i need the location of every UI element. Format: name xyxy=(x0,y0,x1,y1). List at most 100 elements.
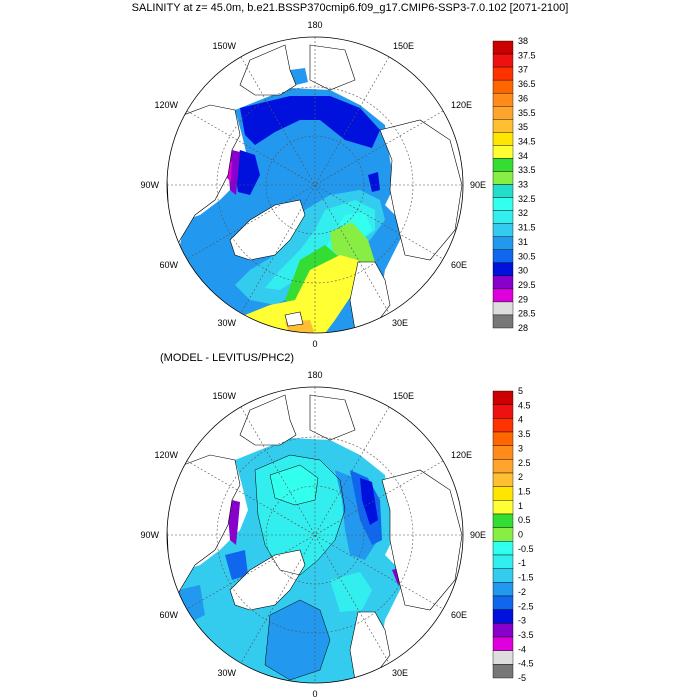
top-colorbar-swatch xyxy=(492,197,514,211)
lon-label-150e: 150E xyxy=(393,391,414,401)
top-colorbar-swatch xyxy=(492,184,514,198)
lon-label-0: 0 xyxy=(312,339,317,349)
top-colorbar-label: 33 xyxy=(518,180,528,190)
top-colorbar-swatch xyxy=(492,223,514,237)
top-colorbar-label: 30 xyxy=(518,266,528,276)
top-colorbar-swatch xyxy=(492,106,514,120)
top-colorbar-label: 33.5 xyxy=(518,165,536,175)
bottom-difference-map: 180 150E 120E 90E 60E 30E 0 30W 60W 90W … xyxy=(140,370,533,699)
bottom-ocean-minus-1-atlantic xyxy=(330,572,372,612)
bottom-colorbar-label: -4 xyxy=(518,644,526,654)
top-colorbar-label: 34.5 xyxy=(518,136,536,146)
bottom-colorbar-label: 0 xyxy=(518,530,523,540)
top-colorbar-label: 31 xyxy=(518,237,528,247)
top-colorbar-swatch xyxy=(492,171,514,185)
lon-label-90e: 90E xyxy=(470,180,486,190)
top-colorbar-label: 32.5 xyxy=(518,194,536,204)
bottom-colorbar-swatch xyxy=(492,486,514,501)
lon-label-120e: 120E xyxy=(451,450,472,460)
top-colorbar-label: 37.5 xyxy=(518,50,536,60)
bottom-graticule xyxy=(167,387,463,683)
bottom-colorbar-swatch xyxy=(492,636,514,651)
bottom-ocean-minus-3-5 xyxy=(228,500,240,545)
top-colorbar-swatch xyxy=(492,53,514,68)
top-colorbar-label: 34 xyxy=(518,151,528,161)
top-colorbar-swatch xyxy=(492,301,514,316)
top-ocean-30 xyxy=(228,150,240,195)
bottom-ocean-minus-3 xyxy=(360,478,378,525)
top-ocean-30-5-east xyxy=(368,172,380,192)
bottom-colorbar-swatch xyxy=(492,431,514,446)
lon-label-150e: 150E xyxy=(393,41,414,51)
bottom-colorbar-swatch xyxy=(492,541,514,556)
bottom-longitude-labels: 180 150E 120E 90E 60E 30E 0 30W 60W 90W … xyxy=(140,370,486,699)
lon-label-30e: 30E xyxy=(392,668,408,678)
top-colorbar-label: 35 xyxy=(518,122,528,132)
top-colorbar-label: 28.5 xyxy=(518,309,536,319)
bottom-ocean-minus-0-5 xyxy=(270,465,318,505)
bottom-colorbar-label: 1.5 xyxy=(518,486,531,496)
bottom-colorbar-swatch xyxy=(492,623,514,638)
bottom-colorbar: 5 4.5 4 3.5 3 2.5 2 1.5 1 0.5 0 -0.5 -1 -1.5 -2 -2.5 -3 -… xyxy=(492,386,534,683)
top-graticule xyxy=(167,37,463,333)
lon-label-150w: 150W xyxy=(212,391,236,401)
lon-label-90e: 90E xyxy=(470,530,486,540)
lon-label-30w: 30W xyxy=(217,318,236,328)
top-colorbar-swatch xyxy=(492,66,514,81)
top-colorbar-label: 36 xyxy=(518,93,528,103)
map-title: SALINITY at z= 45.0m, b.e21.BSSP370cmip6… xyxy=(131,2,569,14)
bottom-colorbar-swatch xyxy=(492,500,514,515)
top-longitude-labels: 180 150E 120E 90E 60E 30E 0 30W 60W 90W … xyxy=(140,20,486,349)
top-colorbar-swatch xyxy=(492,210,514,224)
top-land-alaska xyxy=(239,44,297,96)
top-colorbar-swatch xyxy=(492,236,514,250)
top-map-fields xyxy=(167,37,463,333)
bottom-colorbar-label: -5 xyxy=(518,673,526,683)
bottom-colorbar-label: 4 xyxy=(518,415,523,425)
bottom-colorbar-label: -2.5 xyxy=(518,601,534,611)
bottom-colorbar-swatch xyxy=(492,513,514,528)
top-colorbar-swatch xyxy=(492,314,514,329)
bottom-colorbar-label: -4.5 xyxy=(518,659,534,669)
top-colorbar-swatch xyxy=(492,119,514,133)
top-colorbar-label: 28 xyxy=(518,323,528,333)
lon-label-180: 180 xyxy=(307,370,322,380)
top-colorbar-swatch xyxy=(492,262,514,277)
bottom-colorbar-label: 5 xyxy=(518,386,523,396)
bottom-colorbar-swatch xyxy=(492,459,514,474)
top-colorbar-label: 29 xyxy=(518,294,528,304)
top-colorbar-swatch xyxy=(492,145,514,159)
top-colorbar-label: 31.5 xyxy=(518,223,536,233)
bottom-colorbar-label: 4.5 xyxy=(518,400,531,410)
lon-label-120e: 120E xyxy=(451,100,472,110)
bottom-colorbar-swatch xyxy=(492,472,514,487)
bottom-colorbar-label: -1 xyxy=(518,558,526,568)
top-colorbar-swatch xyxy=(492,288,514,303)
bottom-colorbar-label: -3 xyxy=(518,616,526,626)
lon-label-90w: 90W xyxy=(140,180,159,190)
bottom-land-greenland xyxy=(229,549,306,611)
lon-label-30w: 30W xyxy=(217,668,236,678)
top-colorbar-swatch xyxy=(492,40,514,55)
lon-label-120w: 120W xyxy=(154,100,178,110)
top-land-chukotka xyxy=(309,44,356,91)
top-colorbar-swatch xyxy=(492,275,514,290)
bottom-colorbar-swatch xyxy=(492,664,514,679)
top-colorbar-swatch xyxy=(492,92,514,107)
bottom-land-alaska xyxy=(239,394,297,446)
top-colorbar-label: 29.5 xyxy=(518,280,536,290)
bottom-land-chukotka xyxy=(309,394,356,441)
bottom-colorbar-label: 0.5 xyxy=(518,515,531,525)
top-colorbar-swatch xyxy=(492,158,514,172)
lon-label-60e: 60E xyxy=(451,260,467,270)
top-colorbar-label: 37 xyxy=(518,65,528,75)
bottom-ocean-minus-2-5-canada xyxy=(225,550,248,580)
bottom-colorbar-label: -1.5 xyxy=(518,573,534,583)
top-colorbar-label: 35.5 xyxy=(518,108,536,118)
top-land-scandinavia xyxy=(349,261,391,331)
lon-label-120w: 120W xyxy=(154,450,178,460)
bottom-colorbar-label: -3.5 xyxy=(518,630,534,640)
bottom-land-siberia xyxy=(381,469,463,611)
bottom-colorbar-swatch xyxy=(492,445,514,460)
